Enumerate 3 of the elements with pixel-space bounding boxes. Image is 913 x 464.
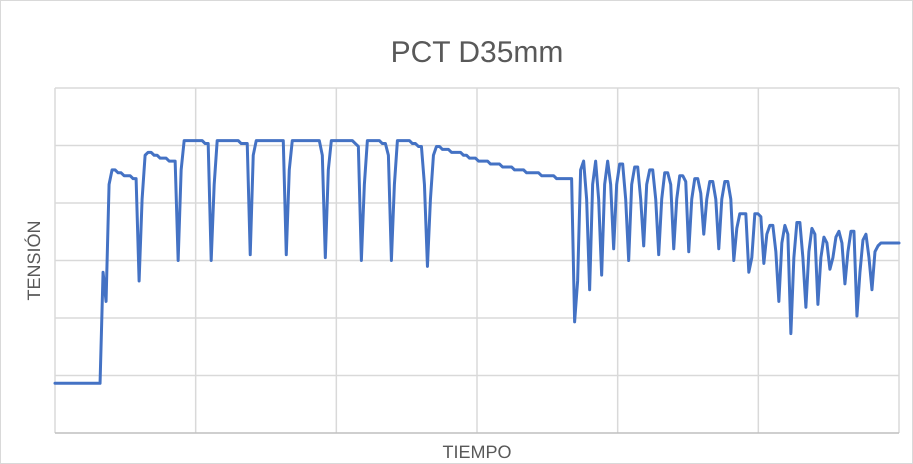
y-axis-title: TENSIÓN (24, 220, 44, 301)
x-axis-title: TIEMPO (442, 442, 512, 462)
chart-title: PCT D35mm (390, 36, 564, 69)
